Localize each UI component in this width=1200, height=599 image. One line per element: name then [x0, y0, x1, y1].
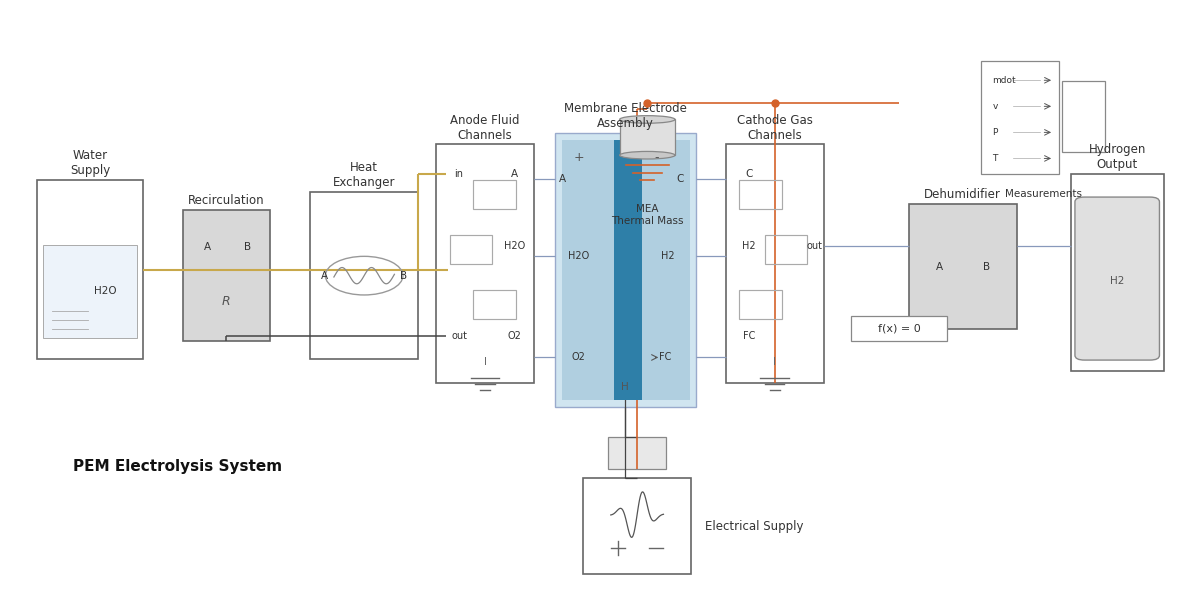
- Text: A: A: [204, 242, 211, 252]
- Text: out: out: [806, 241, 822, 251]
- FancyBboxPatch shape: [436, 144, 534, 383]
- FancyBboxPatch shape: [1075, 197, 1159, 360]
- Bar: [562, 140, 614, 400]
- FancyBboxPatch shape: [608, 437, 666, 470]
- FancyBboxPatch shape: [37, 180, 143, 359]
- Text: I: I: [773, 358, 776, 367]
- Text: Cathode Gas
Channels: Cathode Gas Channels: [737, 113, 812, 141]
- Text: PEM Electrolysis System: PEM Electrolysis System: [73, 459, 282, 474]
- Ellipse shape: [619, 152, 674, 159]
- Text: B: B: [401, 271, 408, 281]
- Text: Measurements: Measurements: [1006, 189, 1082, 199]
- Bar: [473, 290, 516, 319]
- Text: C: C: [677, 174, 684, 184]
- FancyBboxPatch shape: [311, 192, 418, 359]
- FancyBboxPatch shape: [852, 316, 947, 341]
- Text: B: B: [244, 242, 251, 252]
- Text: MEA
Thermal Mass: MEA Thermal Mass: [611, 204, 684, 226]
- Text: Hydrogen
Output: Hydrogen Output: [1088, 143, 1146, 171]
- Bar: [619, 119, 674, 155]
- Bar: [450, 235, 492, 264]
- Text: A: A: [936, 262, 943, 272]
- Bar: [614, 140, 642, 400]
- FancyBboxPatch shape: [908, 204, 1016, 329]
- Text: H2: H2: [1110, 276, 1124, 286]
- Text: FC: FC: [659, 352, 671, 362]
- Text: Anode Fluid
Channels: Anode Fluid Channels: [450, 113, 520, 141]
- Text: H2O: H2O: [568, 251, 589, 261]
- Text: f(x) = 0: f(x) = 0: [878, 323, 920, 334]
- FancyBboxPatch shape: [583, 479, 691, 574]
- Text: Dehumidifier: Dehumidifier: [924, 188, 1001, 201]
- FancyBboxPatch shape: [1070, 174, 1164, 371]
- Text: out: out: [451, 331, 468, 341]
- Text: H2O: H2O: [504, 241, 526, 251]
- Text: Water
Supply: Water Supply: [70, 149, 110, 177]
- Text: B: B: [983, 262, 990, 272]
- Bar: [739, 290, 781, 319]
- Bar: [43, 245, 137, 338]
- Text: v: v: [992, 102, 997, 111]
- Text: Heat
Exchanger: Heat Exchanger: [332, 161, 395, 189]
- Text: A: A: [511, 170, 518, 179]
- FancyBboxPatch shape: [184, 210, 270, 341]
- Text: P: P: [992, 128, 997, 137]
- Text: FC: FC: [743, 331, 756, 341]
- Text: C: C: [745, 170, 752, 179]
- Text: Recirculation: Recirculation: [188, 194, 265, 207]
- Text: Electrical Supply: Electrical Supply: [706, 519, 804, 533]
- Text: R: R: [222, 295, 230, 308]
- FancyBboxPatch shape: [980, 61, 1058, 174]
- Text: mdot: mdot: [992, 75, 1016, 85]
- Text: H2: H2: [661, 251, 674, 261]
- Text: H: H: [622, 382, 629, 392]
- FancyBboxPatch shape: [726, 144, 824, 383]
- Text: in: in: [454, 170, 463, 179]
- Text: O2: O2: [571, 352, 586, 362]
- Text: O2: O2: [508, 331, 522, 341]
- FancyBboxPatch shape: [554, 132, 696, 407]
- FancyBboxPatch shape: [1062, 81, 1105, 152]
- Text: H2: H2: [743, 241, 756, 251]
- Text: +: +: [574, 151, 584, 164]
- Bar: [642, 140, 690, 400]
- Bar: [739, 180, 781, 209]
- Text: A: A: [320, 271, 328, 281]
- Text: I: I: [484, 358, 486, 367]
- Text: -: -: [654, 151, 659, 164]
- Text: H2O: H2O: [95, 286, 118, 296]
- Text: T: T: [992, 154, 997, 163]
- Text: A: A: [559, 174, 566, 184]
- Bar: [764, 235, 808, 264]
- Text: Membrane Electrode
Assembly: Membrane Electrode Assembly: [564, 102, 686, 129]
- Ellipse shape: [619, 116, 674, 123]
- Bar: [473, 180, 516, 209]
